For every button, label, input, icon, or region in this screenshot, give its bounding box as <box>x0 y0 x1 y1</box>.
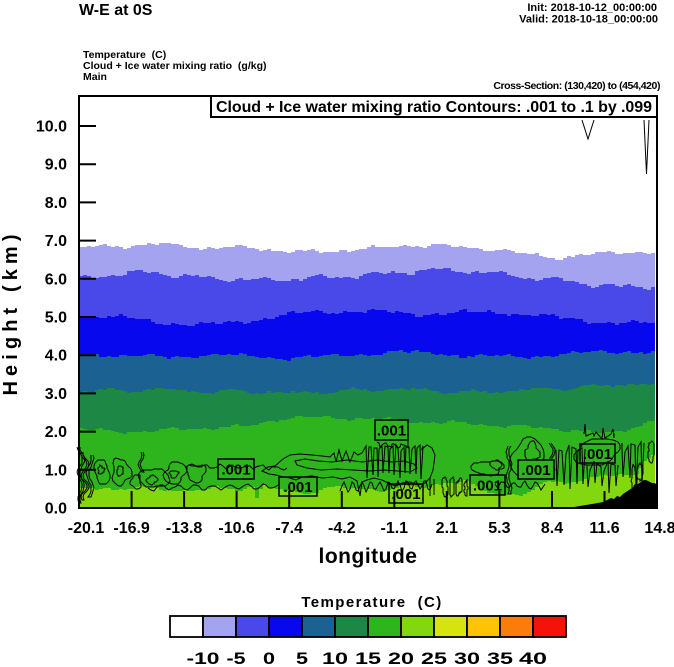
svg-text:Height (km): Height (km) <box>0 235 22 396</box>
svg-text:5.0: 5.0 <box>45 310 67 327</box>
svg-text:Cloud + Ice water mixing ratio: Cloud + Ice water mixing ratio Contours:… <box>216 99 652 116</box>
svg-text:10.0: 10.0 <box>36 119 67 136</box>
svg-text:.001: .001 <box>473 478 502 495</box>
svg-text:5.3: 5.3 <box>488 520 510 537</box>
svg-text:Init: 2018-10-12_00:00:00: Init: 2018-10-12_00:00:00 <box>527 2 657 14</box>
svg-text:longitude: longitude <box>319 545 418 568</box>
svg-text:-10.6: -10.6 <box>218 520 255 537</box>
svg-text:-13.8: -13.8 <box>166 520 203 537</box>
svg-text:8.0: 8.0 <box>45 195 67 212</box>
svg-text:.001: .001 <box>391 486 420 503</box>
svg-text:0.0: 0.0 <box>45 501 67 518</box>
svg-text:30: 30 <box>454 650 480 667</box>
svg-text:1.0: 1.0 <box>45 462 67 479</box>
svg-text:Cloud + Ice water mixing ratio: Cloud + Ice water mixing ratio (g/kg) <box>83 60 267 72</box>
svg-text:.001: .001 <box>377 423 406 440</box>
svg-text:14.8: 14.8 <box>644 520 674 537</box>
svg-text:-1.1: -1.1 <box>381 520 409 537</box>
svg-text:15: 15 <box>355 650 381 667</box>
svg-text:25: 25 <box>421 650 447 667</box>
svg-text:-10: -10 <box>187 650 220 667</box>
svg-text:9.0: 9.0 <box>45 157 67 174</box>
svg-text:11.6: 11.6 <box>589 520 619 537</box>
svg-text:3.0: 3.0 <box>45 386 67 403</box>
svg-text:W-E at 0S: W-E at 0S <box>79 2 153 19</box>
svg-text:-16.9: -16.9 <box>113 520 150 537</box>
svg-text:20: 20 <box>388 650 414 667</box>
svg-text:.001: .001 <box>221 462 250 479</box>
svg-text:5: 5 <box>296 650 308 667</box>
svg-text:.001: .001 <box>583 446 612 463</box>
svg-text:-20.1: -20.1 <box>68 520 105 537</box>
svg-text:-5: -5 <box>227 650 246 667</box>
svg-text:Main: Main <box>83 71 107 83</box>
svg-text:6.0: 6.0 <box>45 271 67 288</box>
svg-text:4.0: 4.0 <box>45 348 67 365</box>
svg-text:40: 40 <box>519 650 547 667</box>
svg-text:-7.4: -7.4 <box>275 520 303 537</box>
svg-text:0: 0 <box>263 650 275 667</box>
svg-text:.001: .001 <box>283 479 312 496</box>
svg-text:35: 35 <box>487 650 513 667</box>
svg-text:8.4: 8.4 <box>541 520 563 537</box>
svg-text:10: 10 <box>322 650 348 667</box>
svg-text:2.1: 2.1 <box>436 520 458 537</box>
svg-text:Temperature (C): Temperature (C) <box>83 49 166 61</box>
svg-text:Valid: 2018-10-18_00:00:00: Valid: 2018-10-18_00:00:00 <box>519 14 658 26</box>
svg-text:-4.2: -4.2 <box>328 520 356 537</box>
svg-text:.001: .001 <box>521 462 550 479</box>
svg-text:2.0: 2.0 <box>45 424 67 441</box>
svg-text:Temperature (C): Temperature (C) <box>301 594 442 611</box>
svg-text:Cross-Section: (130,420) to (4: Cross-Section: (130,420) to (454,420) <box>493 80 660 92</box>
svg-text:7.0: 7.0 <box>45 233 67 250</box>
